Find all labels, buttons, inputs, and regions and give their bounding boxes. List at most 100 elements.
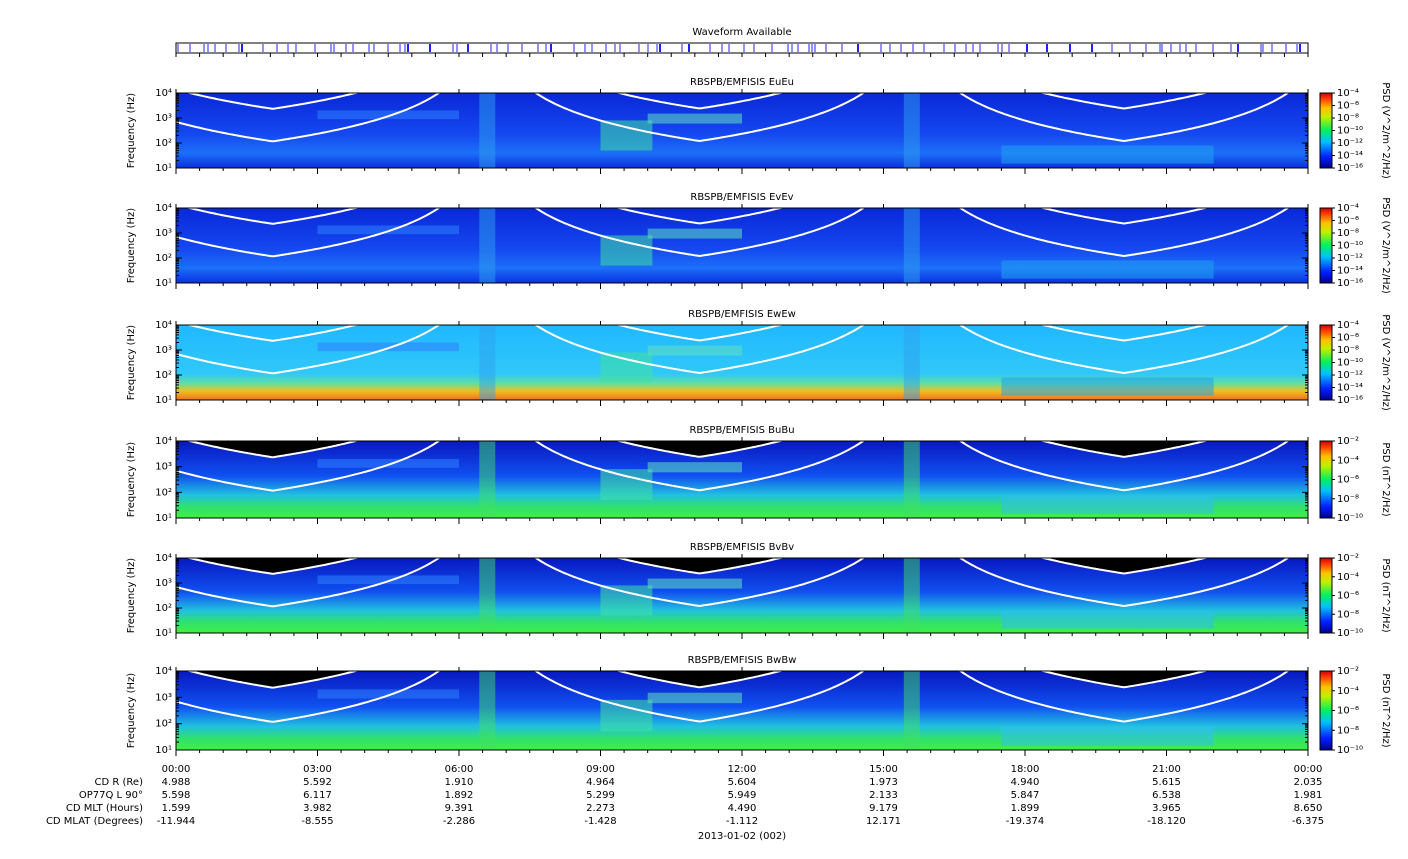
- colorbar-label: PSD (V^2/m^2/Hz): [1380, 314, 1391, 411]
- colorbar-tick-label: 10⁻⁸: [1337, 113, 1359, 124]
- ephemeris-value: -2.286: [443, 816, 475, 827]
- ephemeris-value: 1.910: [445, 777, 474, 788]
- colorbar-tick-label: 10⁻⁸: [1337, 609, 1359, 620]
- x-tick-label: 15:00: [869, 764, 898, 775]
- perigee-feature: [479, 93, 496, 168]
- perigee-feature: [479, 671, 496, 750]
- spectral-feature: [1001, 494, 1214, 514]
- cyclotron-curve: [176, 325, 1290, 375]
- waveform-title: Waveform Available: [692, 27, 791, 38]
- spectral-feature: [600, 120, 653, 151]
- y-tick-label: 10²: [155, 719, 172, 730]
- ephemeris-value: 5.592: [303, 777, 332, 788]
- colorbar-tick-label: 10⁻⁴: [1337, 572, 1359, 583]
- spectrogram-image: [176, 208, 1308, 283]
- y-tick-label: 10³: [155, 462, 172, 473]
- spectral-feature: [1001, 145, 1214, 164]
- colorbar-tick-label: 10⁻⁸: [1337, 228, 1359, 239]
- colorbar-tick-label: 10⁻⁸: [1337, 494, 1359, 505]
- perigee-feature: [479, 558, 496, 633]
- colorbar-tick-label: 10⁻⁶: [1337, 333, 1359, 344]
- colorbar-tick-label: 10⁻⁶: [1337, 475, 1359, 486]
- ephemeris-value: 1.599: [162, 803, 191, 814]
- perigee-feature: [50, 558, 66, 633]
- spectral-feature: [1001, 726, 1214, 746]
- spectral-feature: [1001, 610, 1214, 629]
- ephemeris-value: -19.374: [1006, 816, 1045, 827]
- perigee-feature: [903, 208, 920, 283]
- spectrogram-panel: RBSPB/EMFISIS EvEv Frequency (Hz) 10¹ 10² 10…: [126, 192, 1391, 294]
- x-tick-label: 00:00: [1294, 764, 1323, 775]
- colorbar-tick-label: 10⁻¹⁰: [1337, 513, 1363, 524]
- colorbar-tick-label: 10⁻¹⁰: [1337, 126, 1363, 137]
- y-tick-label: 10¹: [155, 395, 172, 406]
- ephemeris-value: 8.650: [1294, 803, 1323, 814]
- x-tick-label: 03:00: [303, 764, 332, 775]
- panel-title: RBSPB/EMFISIS BuBu: [689, 425, 794, 436]
- cyclotron-curve: [176, 671, 1290, 723]
- perigee-feature: [903, 93, 920, 168]
- colorbar-tick-label: 10⁻²: [1337, 436, 1359, 447]
- spectral-feature: [317, 575, 459, 585]
- perigee-feature: [479, 441, 496, 518]
- colorbar: [1319, 324, 1333, 401]
- ephemeris-value: 3.982: [303, 803, 332, 814]
- panel-title: RBSPB/EMFISIS BwBw: [688, 655, 797, 666]
- colorbar-tick-label: 10⁻⁴: [1337, 320, 1359, 331]
- spectral-feature: [1001, 377, 1214, 396]
- colorbar-tick-label: 10⁻¹²: [1337, 138, 1363, 149]
- y-tick-label: 10⁴: [155, 203, 172, 214]
- ephemeris-value: 3.965: [1152, 803, 1181, 814]
- y-tick-label: 10²: [155, 138, 172, 149]
- colorbar-tick-label: 10⁻¹⁰: [1337, 241, 1363, 252]
- colorbar-tick-label: 10⁻¹⁴: [1337, 151, 1363, 162]
- ephemeris-value: 2.273: [586, 803, 615, 814]
- ephemeris-label: CD R (Re): [95, 777, 144, 788]
- spectral-feature: [600, 469, 653, 501]
- y-axis-label: Frequency (Hz): [126, 673, 137, 749]
- spectral-feature: [600, 699, 653, 732]
- ephemeris-value: 1.973: [869, 777, 898, 788]
- cyclotron-curve: [176, 558, 1290, 608]
- no-signal-region: [190, 441, 1205, 458]
- y-tick-label: 10³: [155, 692, 172, 703]
- colorbar-tick-label: 10⁻¹⁰: [1337, 745, 1363, 756]
- colorbar-tick-label: 10⁻⁶: [1337, 706, 1359, 717]
- ephemeris-value: 4.964: [586, 777, 615, 788]
- colorbar: [1319, 440, 1333, 519]
- spectral-feature: [647, 578, 742, 589]
- spectral-feature: [317, 458, 459, 468]
- perigee-feature: [50, 441, 66, 518]
- y-tick-label: 10³: [155, 345, 172, 356]
- spectral-feature: [317, 342, 459, 352]
- y-tick-label: 10¹: [155, 163, 172, 174]
- cyclotron-curve: [176, 93, 1290, 143]
- y-tick-label: 10³: [155, 228, 172, 239]
- y-tick-label: 10¹: [155, 628, 172, 639]
- y-axis-label: Frequency (Hz): [126, 325, 137, 401]
- colorbar-tick-label: 10⁻²: [1337, 553, 1359, 564]
- cyclotron-curve: [185, 441, 1209, 459]
- spectral-feature: [647, 462, 742, 473]
- colorbar-tick-label: 10⁻¹⁴: [1337, 266, 1363, 277]
- colorbar-tick-label: 10⁻⁴: [1337, 455, 1359, 466]
- ephemeris-value: 5.598: [162, 790, 191, 801]
- colorbar-tick-label: 10⁻¹⁶: [1337, 163, 1363, 174]
- spectrogram-image: [50, 325, 1308, 400]
- colorbar-tick-label: 10⁻⁸: [1337, 725, 1359, 736]
- colorbar: [1319, 670, 1333, 751]
- ephemeris-value: 5.847: [1011, 790, 1040, 801]
- spectral-feature: [647, 345, 742, 356]
- spectral-feature: [317, 225, 459, 235]
- ephemeris-value: 4.490: [728, 803, 757, 814]
- ephemeris-value: 1.899: [1011, 803, 1040, 814]
- colorbar-label: PSD (nT^2/Hz): [1380, 673, 1391, 747]
- perigee-feature: [50, 671, 66, 750]
- perigee-feature: [50, 325, 66, 400]
- x-tick-label: 09:00: [586, 764, 615, 775]
- y-tick-label: 10⁴: [155, 666, 172, 677]
- ephemeris-value: 5.615: [1152, 777, 1181, 788]
- cyclotron-curve: [185, 558, 1209, 575]
- colorbar-tick-label: 10⁻²: [1337, 666, 1359, 677]
